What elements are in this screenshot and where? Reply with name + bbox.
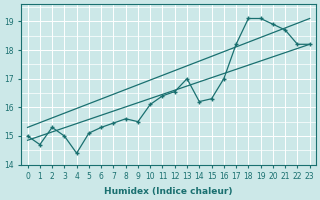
X-axis label: Humidex (Indice chaleur): Humidex (Indice chaleur) xyxy=(104,187,233,196)
